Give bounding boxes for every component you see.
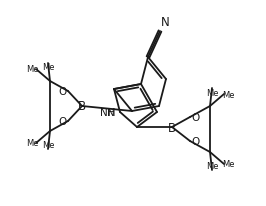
Text: Me: Me (42, 63, 54, 72)
Text: NH: NH (99, 108, 115, 117)
Text: Me: Me (206, 88, 218, 97)
Text: Me: Me (42, 141, 54, 150)
Text: O: O (191, 136, 199, 146)
Text: N: N (107, 108, 115, 117)
Text: N: N (161, 15, 169, 28)
Text: Me: Me (222, 90, 234, 99)
Text: Me: Me (206, 162, 218, 171)
Text: Me: Me (26, 65, 38, 74)
Text: O: O (59, 87, 67, 97)
Text: Me: Me (222, 160, 234, 169)
Text: B: B (168, 121, 176, 134)
Text: O: O (191, 112, 199, 122)
Text: B: B (78, 100, 86, 113)
Text: O: O (59, 116, 67, 126)
Text: Me: Me (26, 139, 38, 148)
